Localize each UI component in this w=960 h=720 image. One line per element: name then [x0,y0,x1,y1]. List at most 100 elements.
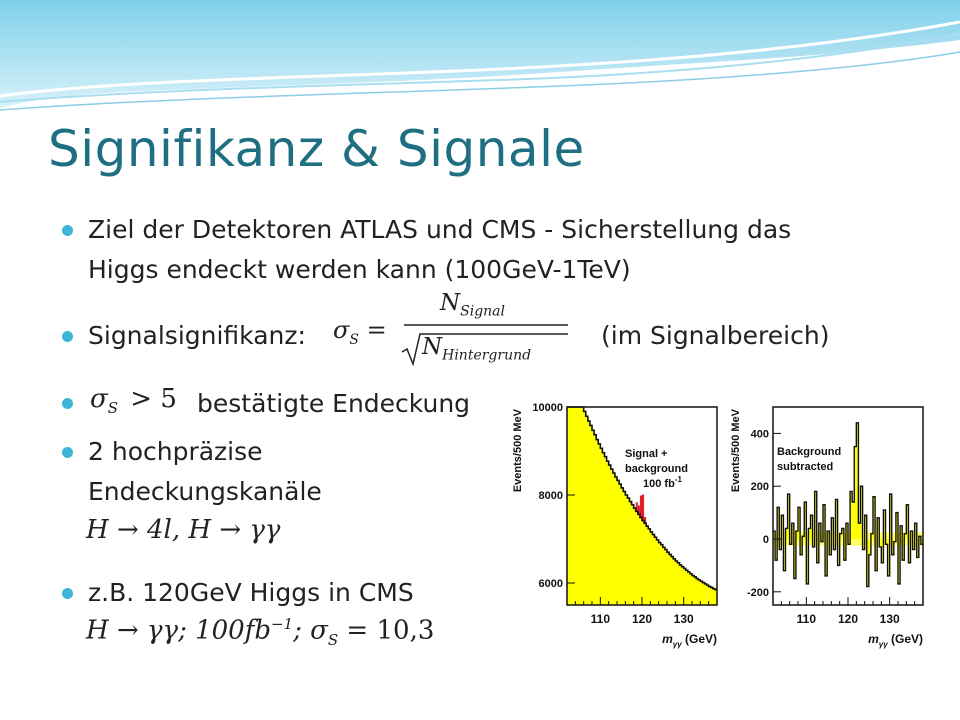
bullet-2-suffix: (im Signalbereich) [601,321,830,350]
decay-channels-formula: H → 4l, H → γγ [86,515,281,545]
subtracted-bin [785,528,788,539]
subtracted-bin [781,515,784,539]
signal-bin [644,517,647,524]
subtracted-bin [891,539,894,555]
subtracted-bin [860,486,863,539]
subtracted-bin [845,523,848,539]
y-axis-label: Events/500 MeV [512,408,524,492]
plot-annotation: 100 fb-1 [643,475,682,490]
x-tick-label: 120 [838,612,858,626]
subtracted-bin [829,539,832,555]
subtracted-bin [920,539,923,545]
discovery-threshold-formula: σS > 5 [90,384,177,418]
subtracted-bin [839,533,842,539]
significance-formula-fraction [401,324,568,366]
slide-title: Signifikanz & Signale [48,120,585,178]
bullet-icon [62,447,73,458]
bullet-1-line-2: Higgs endeckt werden kann (100GeV-1TeV) [88,255,631,284]
x-axis-label: mγγ (GeV) [868,632,923,649]
bullet-2-label: Signalsignifikanz: [88,321,306,350]
header-wave-decoration [0,0,960,111]
subtracted-bin [902,539,905,561]
subtracted-bin [773,531,776,539]
diphoton-mass-plots: 110 120 130 6000 8000 10000 Events/500 MeV mγγ … [512,402,924,649]
bullet-icon [62,225,73,236]
subtracted-bin [906,504,909,539]
subtracted-bin [816,539,819,563]
y-tick-label: 400 [751,428,769,440]
cms-example-formula: H → γγ; 100fb−1; σS = 10,3 [86,615,435,649]
subtracted-bin [800,539,803,555]
subtracted-bin [841,528,844,539]
significance-formula-denominator: NHintergrund [422,334,532,364]
subtracted-bin [873,496,876,539]
signal-bin [637,505,640,515]
subtracted-bin [812,539,815,547]
subtracted-bin [777,507,780,539]
y-tick-label: 0 [763,534,769,546]
y-axis-label: Events/500 MeV [730,408,742,492]
subtracted-histogram-line [773,422,923,588]
subtracted-bin [858,523,861,539]
bullet-icon [62,588,73,599]
subtracted-bin [837,539,840,566]
bullet-icon [62,398,73,409]
subtracted-bin [827,531,830,539]
subtracted-bin [810,515,813,539]
subtracted-bin [889,494,892,539]
subtracted-bin [912,539,915,550]
subtracted-bin [854,446,857,539]
signal-bin [639,495,642,518]
y-tick-label: 6000 [539,578,563,590]
subtracted-bin [879,539,882,547]
subtracted-bin [787,494,790,539]
x-axis-label: mγγ (GeV) [662,632,717,649]
subtracted-bin [831,517,834,539]
subtracted-bin [789,539,792,545]
subtracted-bin [866,539,869,587]
subtracted-bin [916,539,919,558]
subtracted-bin [862,539,865,550]
plot-background-subtracted: 110 120 130 -200 0 200 400 Events/500 MeV mγγ (G… [730,406,924,649]
subtracted-bin [775,539,778,561]
subtracted-bin [887,539,890,576]
subtracted-bin [804,502,807,539]
signal-bin [642,494,645,521]
subtracted-bin [864,515,867,539]
subtracted-bin [850,491,853,539]
subtracted-bin [843,539,846,561]
subtracted-bin [885,539,888,545]
subtracted-bin [895,512,898,539]
subtracted-bin [852,502,855,539]
subtracted-bin [825,539,828,576]
subtracted-bin [881,539,884,563]
subtracted-bin [808,528,811,539]
subtracted-bin [875,539,878,571]
subtracted-bin [910,531,913,539]
subtracted-bin [793,539,796,579]
x-tick-label: 110 [797,612,817,626]
subtracted-bin [904,533,907,539]
plot-annotation: background [625,463,688,475]
x-tick-label: 120 [632,612,652,626]
significance-formula-numerator: NSignal [440,290,505,320]
subtracted-bin [848,539,851,545]
subtracted-bin [818,523,821,539]
x-tick-label: 130 [880,612,900,626]
subtracted-bin [798,507,801,539]
subtracted-bin [900,525,903,539]
bullet-1-line-1: Ziel der Detektoren ATLAS und CMS - Sich… [88,215,792,244]
bullet-icon [62,331,73,342]
subtracted-bin [918,536,921,539]
x-tick-label: 110 [591,612,611,626]
bullet-3-text: bestätigte Endeckung [197,389,471,418]
subtracted-bin [802,536,805,539]
plot-annotation: subtracted [777,461,833,473]
plot-annotation: Signal + [625,448,668,460]
x-tick-label: 130 [674,612,694,626]
subtracted-bin [823,504,826,539]
subtracted-bin [814,491,817,539]
y-tick-label: 8000 [539,490,563,502]
subtracted-bin [779,539,782,550]
background-histogram-line [567,406,717,591]
